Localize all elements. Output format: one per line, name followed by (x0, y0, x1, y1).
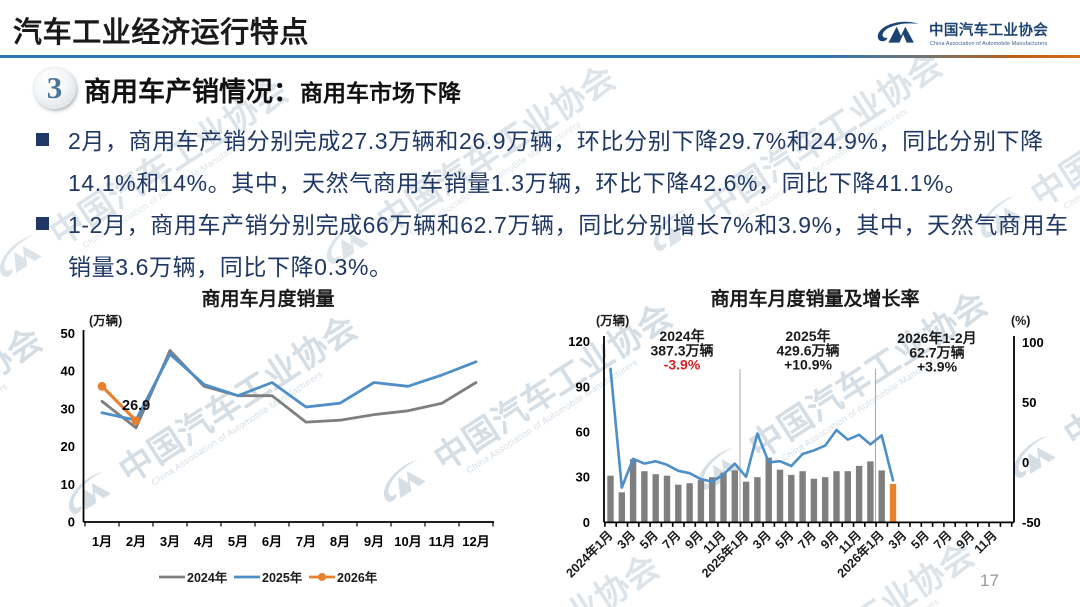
svg-text:5月: 5月 (908, 528, 932, 552)
svg-text:-3.9%: -3.9% (664, 357, 701, 373)
svg-text:商用车月度销量: 商用车月度销量 (201, 287, 334, 310)
svg-text:4月: 4月 (194, 534, 214, 549)
svg-text:2026年1-2月: 2026年1-2月 (897, 330, 976, 346)
svg-text:-50: -50 (1022, 515, 1041, 530)
svg-text:10月: 10月 (394, 534, 421, 549)
svg-text:3月: 3月 (160, 534, 180, 549)
svg-text:20: 20 (61, 439, 75, 454)
svg-text:7月: 7月 (660, 528, 684, 552)
svg-text:0: 0 (68, 515, 75, 530)
svg-text:3月: 3月 (750, 528, 774, 552)
svg-text:(万辆): (万辆) (596, 313, 629, 328)
svg-text:+3.9%: +3.9% (917, 359, 958, 375)
svg-text:+10.9%: +10.9% (784, 357, 832, 373)
svg-text:2025年: 2025年 (262, 570, 303, 585)
svg-text:8月: 8月 (330, 534, 350, 549)
svg-text:2024年: 2024年 (187, 570, 228, 585)
svg-text:2月: 2月 (126, 534, 146, 549)
svg-text:100: 100 (1022, 335, 1044, 350)
svg-text:429.6万辆: 429.6万辆 (776, 343, 839, 359)
svg-text:9月: 9月 (364, 534, 384, 549)
svg-text:(%): (%) (1011, 314, 1030, 328)
svg-text:60: 60 (576, 425, 590, 440)
svg-text:5月: 5月 (773, 528, 797, 552)
svg-text:0: 0 (583, 515, 590, 530)
svg-text:40: 40 (61, 364, 75, 379)
svg-text:26.9: 26.9 (122, 398, 150, 414)
svg-text:12月: 12月 (462, 534, 489, 549)
svg-text:11月: 11月 (429, 534, 456, 549)
svg-text:7月: 7月 (296, 534, 316, 549)
svg-text:10: 10 (61, 477, 75, 492)
svg-text:17: 17 (980, 571, 999, 590)
svg-text:30: 30 (61, 401, 75, 416)
svg-text:387.3万辆: 387.3万辆 (650, 343, 713, 359)
svg-text:7月: 7月 (795, 528, 819, 552)
svg-text:50: 50 (1022, 395, 1036, 410)
svg-text:120: 120 (568, 334, 590, 349)
svg-text:7月: 7月 (931, 528, 955, 552)
svg-text:1月: 1月 (92, 534, 112, 549)
svg-text:(万辆): (万辆) (89, 313, 122, 328)
svg-text:62.7万辆: 62.7万辆 (909, 345, 964, 361)
svg-text:商用车月度销量及增长率: 商用车月度销量及增长率 (710, 287, 919, 310)
svg-text:50: 50 (61, 326, 75, 341)
svg-text:3月: 3月 (615, 528, 639, 552)
svg-text:2025年: 2025年 (785, 328, 830, 344)
svg-text:5月: 5月 (637, 528, 661, 552)
svg-text:3月: 3月 (886, 528, 910, 552)
svg-text:6月: 6月 (262, 534, 282, 549)
svg-text:30: 30 (576, 470, 590, 485)
svg-text:90: 90 (576, 379, 590, 394)
svg-text:2026年: 2026年 (337, 570, 378, 585)
svg-text:5月: 5月 (228, 534, 248, 549)
svg-text:2024年1月: 2024年1月 (563, 528, 616, 581)
svg-text:11月: 11月 (972, 528, 1000, 556)
svg-text:0: 0 (1022, 455, 1029, 470)
svg-text:2024年: 2024年 (659, 328, 704, 344)
